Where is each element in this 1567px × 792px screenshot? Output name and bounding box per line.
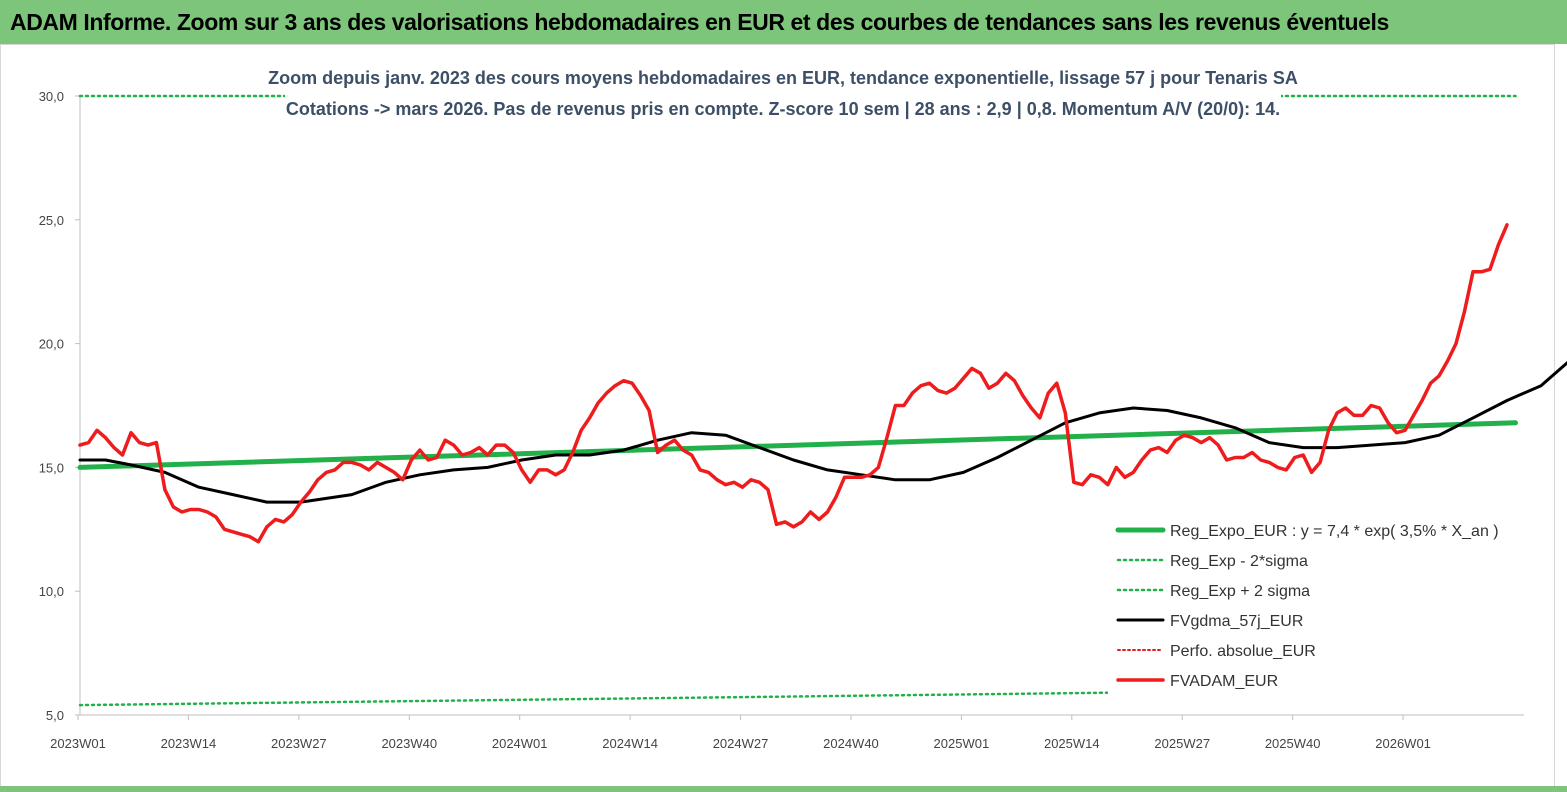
y-tick-label: 25,0	[39, 213, 64, 228]
legend-label: FVADAM_EUR	[1170, 673, 1278, 690]
axis-layer: 5,0 10,0 15,0 20,0 25,0 30,0 2023W01 2023W14 202…	[39, 89, 1524, 751]
x-tick-label: 2023W27	[271, 736, 327, 751]
y-tick-label: 30,0	[39, 89, 64, 104]
legend: Reg_Expo_EUR : y = 7,4 * exp( 3,5% * X_a…	[1108, 512, 1520, 700]
legend-label: FVgdma_57j_EUR	[1170, 613, 1303, 630]
y-tick-label: 5,0	[46, 708, 64, 723]
x-tick-label: 2025W01	[934, 736, 990, 751]
x-tick-label: 2024W27	[713, 736, 769, 751]
chart-title-line: Zoom depuis janv. 2023 des cours moyens …	[268, 68, 1298, 88]
x-tick-label: 2024W40	[823, 736, 879, 751]
legend-backdrop	[1108, 512, 1520, 700]
legend-label: Reg_Exp - 2*sigma	[1170, 553, 1308, 570]
x-tick-label: 2025W40	[1265, 736, 1321, 751]
chart-title: Zoom depuis janv. 2023 des cours moyens …	[268, 62, 1298, 128]
y-tick-label: 10,0	[39, 584, 64, 599]
legend-label: Reg_Exp + 2 sigma	[1170, 583, 1310, 600]
x-tick-label: 2023W14	[161, 736, 217, 751]
legend-label: Reg_Expo_EUR : y = 7,4 * exp( 3,5% * X_a…	[1170, 523, 1499, 540]
report-title-banner: ADAM Informe. Zoom sur 3 ans des valoris…	[0, 0, 1567, 44]
report-title: ADAM Informe. Zoom sur 3 ans des valoris…	[10, 8, 1389, 35]
y-tick-label: 15,0	[39, 460, 64, 475]
series-line-0	[77, 420, 1518, 470]
x-tick-label: 2025W27	[1154, 736, 1210, 751]
title-backdrop	[285, 62, 1281, 128]
series-line-3	[78, 360, 1567, 504]
x-tick-label: 2025W14	[1044, 736, 1100, 751]
x-tick-label: 2023W40	[381, 736, 437, 751]
chart-title-line: Cotations -> mars 2026. Pas de revenus p…	[286, 99, 1280, 119]
bottom-bar	[0, 786, 1567, 792]
right-edge	[1555, 44, 1567, 792]
series-line-5	[78, 223, 1509, 544]
x-tick-label: 2023W01	[50, 736, 106, 751]
legend-label: Perfo. absolue_EUR	[1170, 643, 1316, 660]
x-tick-label: 2024W01	[492, 736, 548, 751]
x-tick-label: 2024W14	[602, 736, 658, 751]
y-tick-label: 20,0	[39, 337, 64, 352]
x-tick-label: 2026W01	[1375, 736, 1431, 751]
